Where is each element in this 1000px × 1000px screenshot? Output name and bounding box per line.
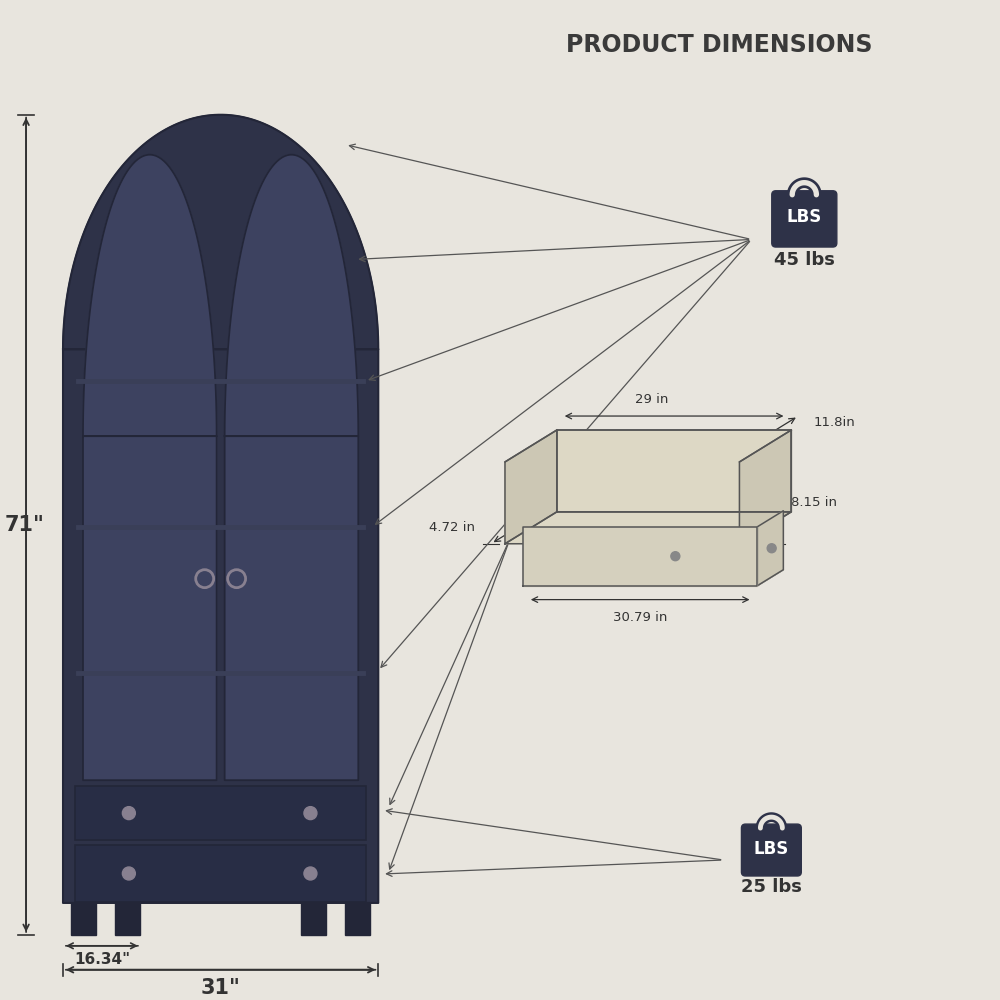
Text: LBS: LBS	[787, 208, 822, 226]
Text: 45 lbs: 45 lbs	[774, 251, 835, 269]
Text: 11.8in: 11.8in	[813, 416, 855, 429]
Text: 16.34": 16.34"	[74, 952, 130, 967]
Polygon shape	[523, 527, 757, 586]
Polygon shape	[557, 430, 791, 512]
Polygon shape	[225, 155, 358, 780]
FancyBboxPatch shape	[772, 191, 837, 247]
Polygon shape	[757, 511, 783, 586]
Polygon shape	[83, 155, 217, 780]
Text: 31": 31"	[201, 978, 241, 998]
Circle shape	[671, 552, 680, 561]
Text: 71": 71"	[4, 515, 44, 535]
Circle shape	[767, 544, 776, 553]
Text: 8.15 in: 8.15 in	[791, 496, 837, 509]
Text: LBS: LBS	[754, 840, 789, 858]
Polygon shape	[505, 430, 557, 544]
Bar	[115, 903, 140, 935]
Text: 4.72 in: 4.72 in	[429, 521, 475, 534]
Polygon shape	[739, 430, 791, 544]
Text: 29 in: 29 in	[635, 393, 669, 406]
Polygon shape	[505, 512, 791, 544]
Bar	[75, 786, 366, 840]
Polygon shape	[523, 570, 783, 586]
Text: 30.79 in: 30.79 in	[613, 611, 667, 624]
Bar	[75, 845, 366, 902]
Text: PRODUCT DIMENSIONS: PRODUCT DIMENSIONS	[566, 33, 873, 57]
FancyBboxPatch shape	[741, 824, 801, 876]
Circle shape	[304, 867, 317, 880]
Polygon shape	[63, 115, 378, 903]
Circle shape	[304, 807, 317, 820]
Circle shape	[122, 867, 135, 880]
Text: 25 lbs: 25 lbs	[741, 878, 802, 896]
Bar	[345, 903, 370, 935]
Bar	[301, 903, 326, 935]
Circle shape	[122, 807, 135, 820]
Bar	[71, 903, 96, 935]
